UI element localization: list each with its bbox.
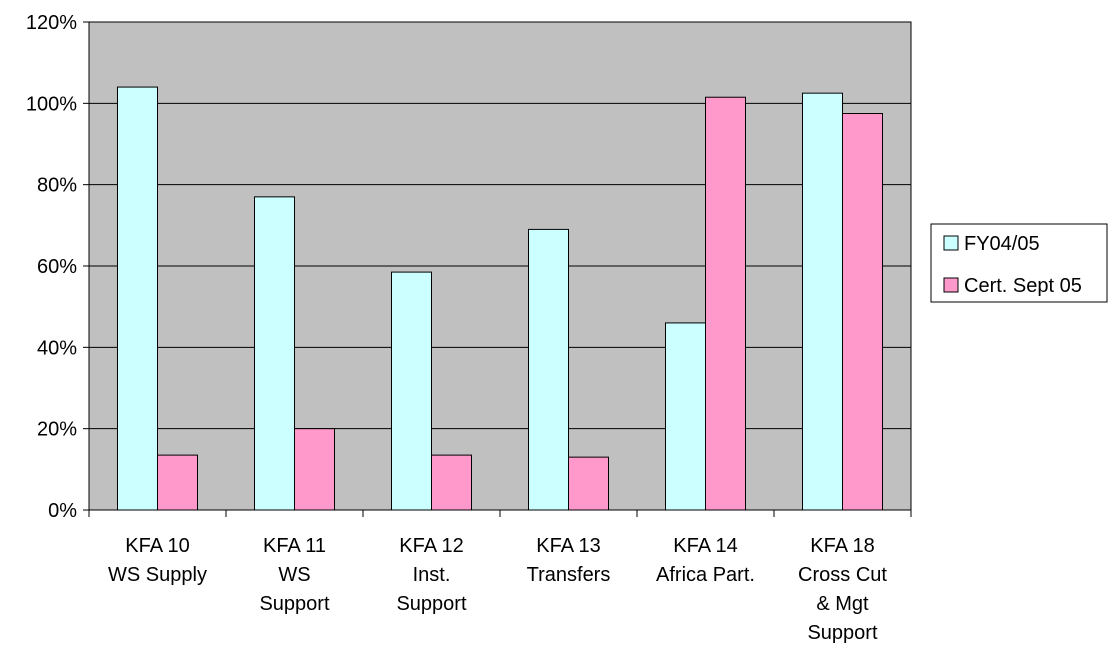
- bar-fy0405: [802, 92, 843, 511]
- x-category-label: KFA 11 WS Support: [259, 535, 329, 615]
- x-category-label: KFA 18 Cross Cut & Mgt Support: [798, 535, 887, 644]
- x-category-label-line: KFA 13: [536, 535, 601, 557]
- bar-fy0405: [665, 322, 706, 511]
- x-category-label: KFA 13 Transfers: [527, 535, 611, 586]
- x-category-label-line: WS Supply: [108, 564, 207, 586]
- y-tick-label: 100%: [26, 93, 77, 115]
- legend-swatch: [943, 235, 959, 251]
- bar-cert-sept05: [705, 96, 746, 511]
- x-category-labels: KFA 10 WS Supply KFA 11 WS Support KFA 12 Inst…: [108, 535, 887, 644]
- bar-fy0405: [117, 86, 158, 511]
- bar-fy0405: [254, 196, 295, 511]
- bars: [117, 86, 883, 511]
- x-category-label-line: Support: [396, 593, 466, 615]
- y-tick-label: 60%: [37, 256, 77, 278]
- y-tick-label: 20%: [37, 419, 77, 441]
- x-category-label-line: WS: [278, 564, 310, 586]
- x-category-label-line: KFA 18: [810, 535, 875, 557]
- bar-fy0405: [391, 271, 432, 511]
- x-category-label-line: KFA 14: [673, 535, 738, 557]
- x-category-label-line: KFA 12: [399, 535, 464, 557]
- y-tick-label: 120%: [26, 12, 77, 34]
- y-tick-label: 0%: [48, 500, 77, 522]
- bar-cert-sept05: [431, 454, 472, 511]
- x-category-label-line: Support: [259, 593, 329, 615]
- legend-label: Cert. Sept 05: [964, 275, 1082, 297]
- x-category-label-line: Africa Part.: [656, 564, 755, 586]
- x-category-label: KFA 14 Africa Part.: [656, 535, 755, 586]
- legend-label: FY04/05: [964, 233, 1040, 255]
- bar-cert-sept05: [157, 454, 198, 511]
- x-category-label: KFA 12 Inst. Support: [396, 535, 466, 615]
- y-tick-label: 80%: [37, 175, 77, 197]
- gridlines: [89, 102, 911, 430]
- bar-cert-sept05: [294, 428, 335, 511]
- x-category-label-line: Cross Cut: [798, 564, 887, 586]
- x-category-label-line: & Mgt: [816, 593, 869, 615]
- x-category-label: KFA 10 WS Supply: [108, 535, 207, 586]
- legend-swatch: [943, 277, 959, 293]
- x-category-label-line: Transfers: [527, 564, 611, 586]
- x-category-label-line: KFA 11: [263, 535, 326, 557]
- axes: [83, 21, 912, 517]
- x-category-label-line: Inst.: [413, 564, 451, 586]
- legend-box: [930, 223, 1108, 303]
- bar-fy0405: [528, 228, 569, 511]
- legend: FY04/05 Cert. Sept 05: [930, 223, 1108, 303]
- y-tick-labels: 0% 20% 40% 60% 80% 100% 120%: [26, 12, 77, 522]
- bar-cert-sept05: [842, 113, 883, 511]
- y-tick-label: 40%: [37, 337, 77, 359]
- bar-cert-sept05: [568, 456, 609, 511]
- x-category-label-line: Support: [807, 622, 877, 644]
- x-category-label-line: KFA 10: [125, 535, 190, 557]
